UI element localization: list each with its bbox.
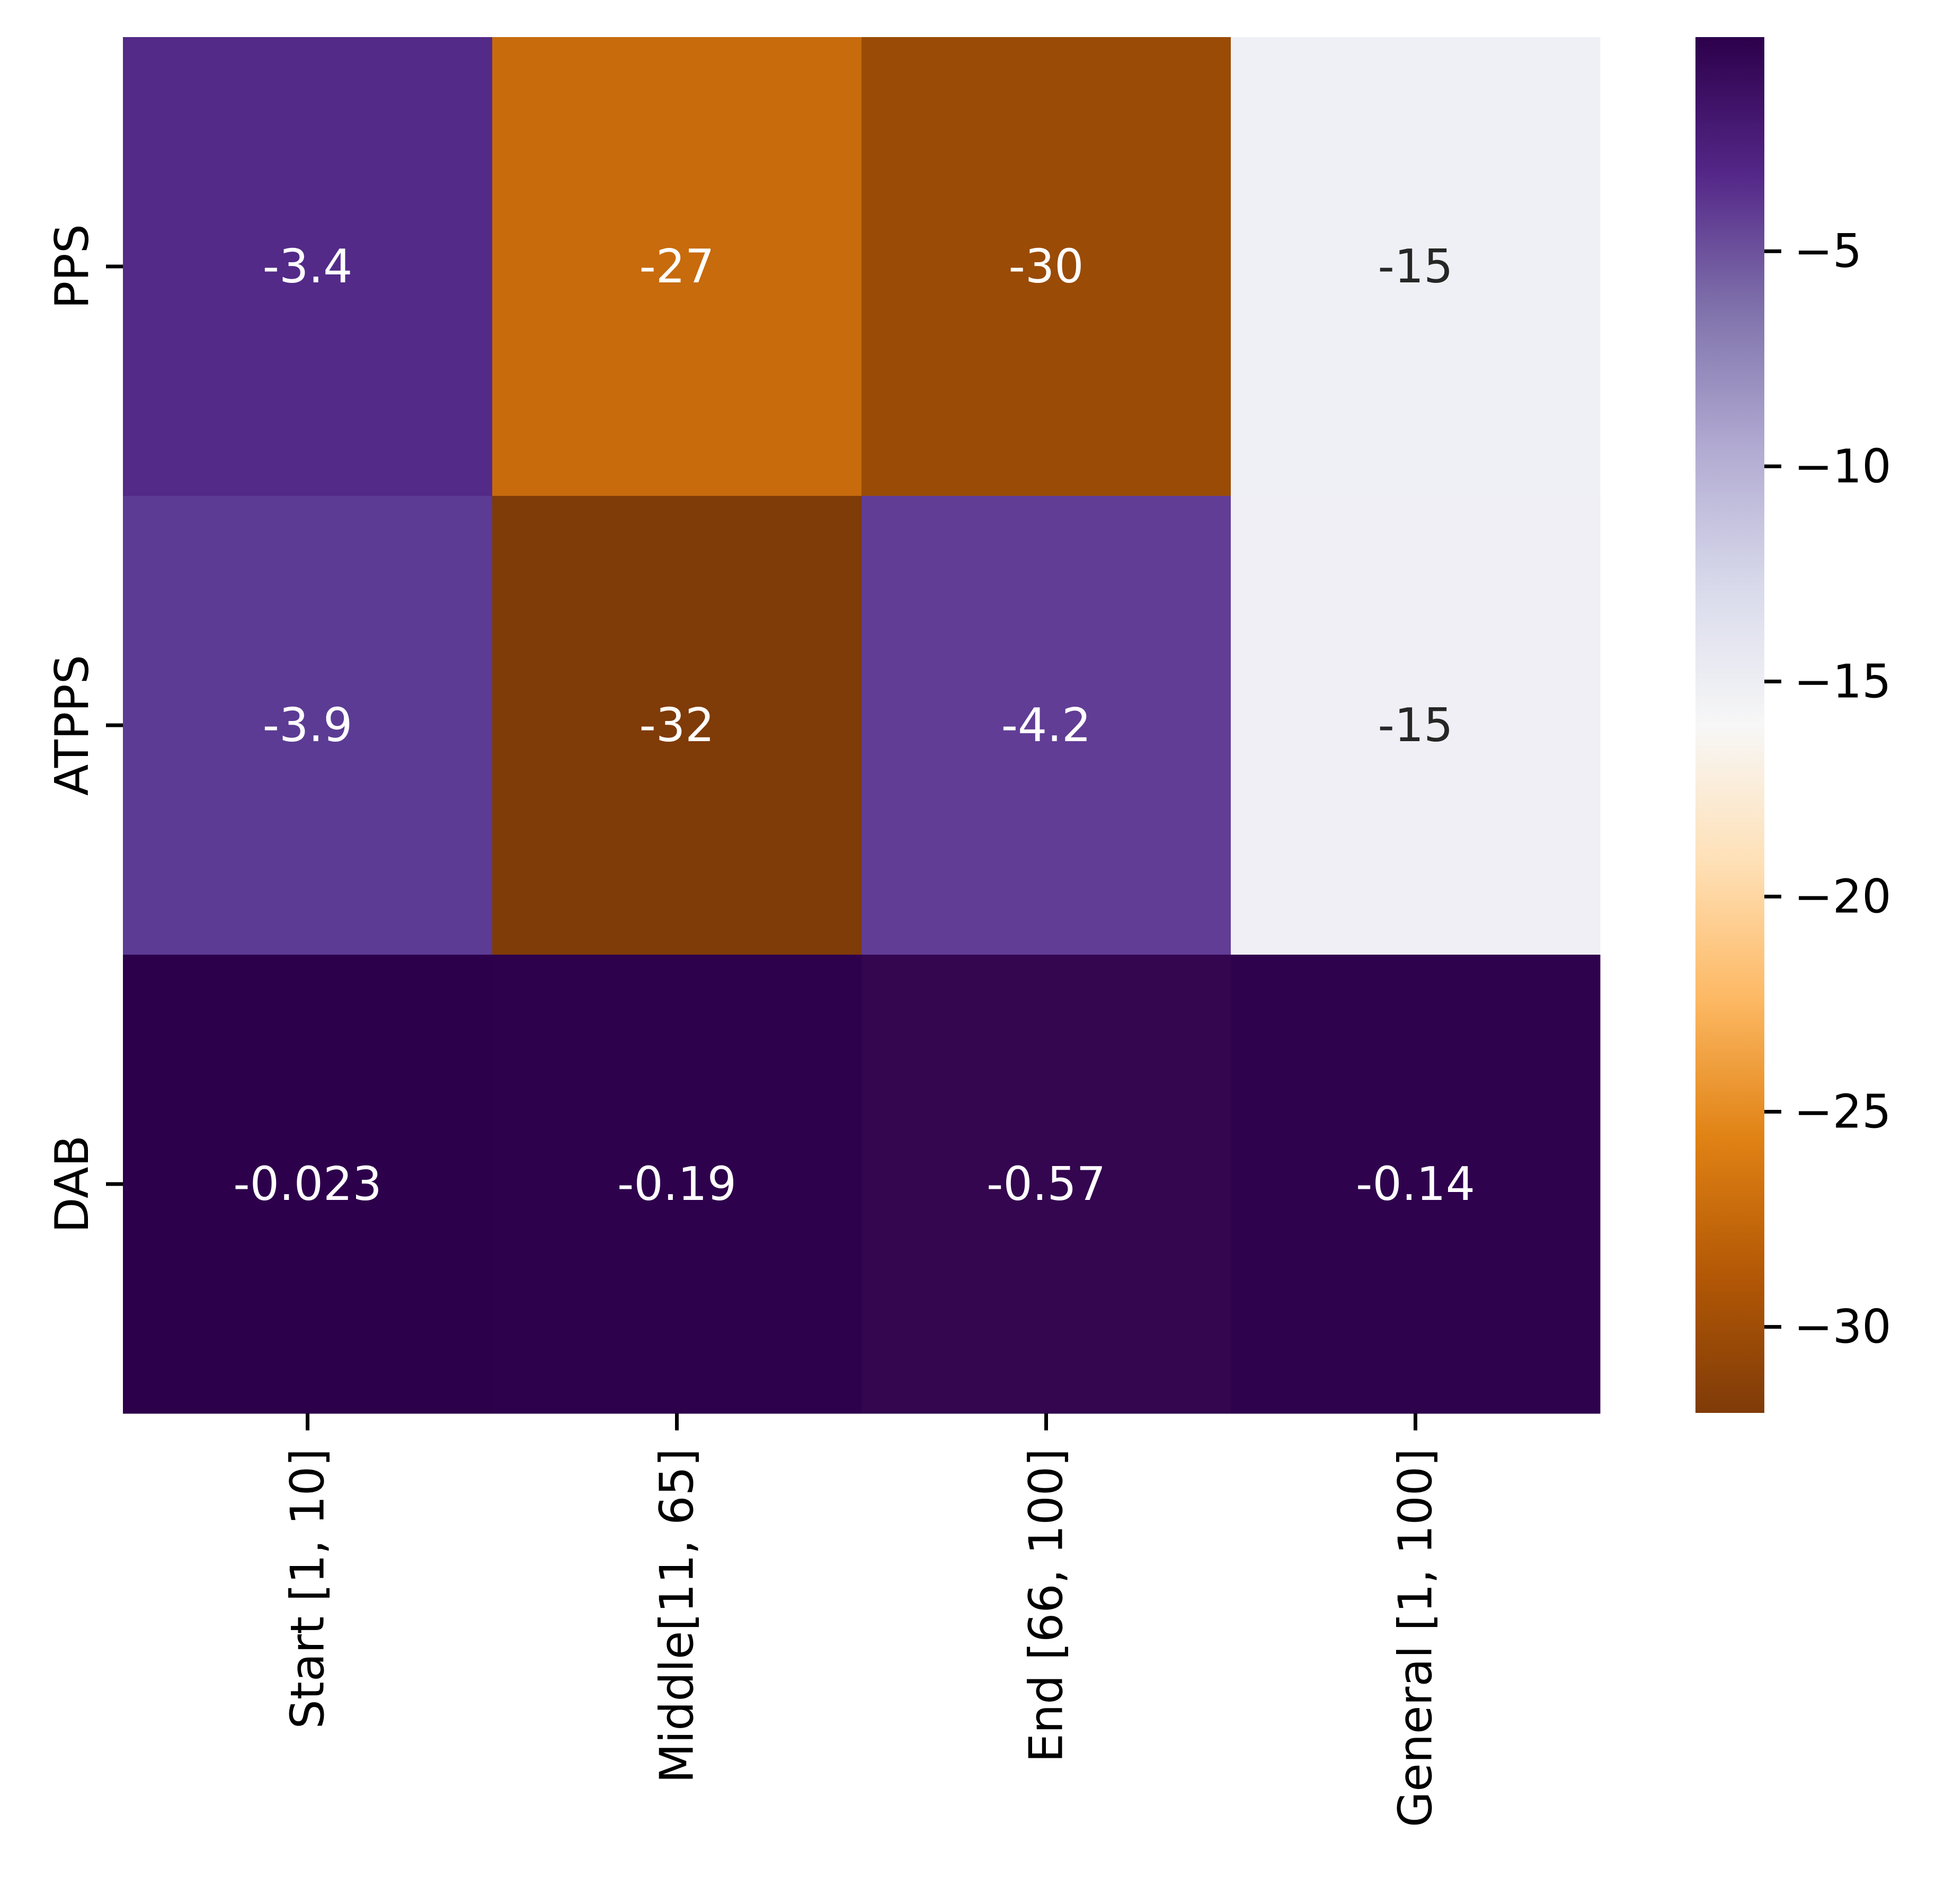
cell-value-label: -15 — [1378, 239, 1453, 293]
colorbar-tick-label: −10 — [1794, 439, 1891, 493]
heatmap-cell-pps-2 — [492, 37, 862, 496]
colorbar: −5 −10 −15 −20 −25 −30 — [1695, 37, 1891, 1413]
heatmap-cell-dab-1 — [123, 955, 493, 1414]
heatmap-cell-atpps-2 — [492, 496, 862, 955]
cell-value-label: -30 — [1008, 239, 1084, 293]
colorbar-tick-label: −20 — [1794, 869, 1891, 923]
colorbar-tick-label: −25 — [1794, 1084, 1891, 1138]
x-tick-label-2: Middle[11, 65] — [650, 1448, 704, 1783]
x-tick-label-1: Start [1, 10] — [281, 1448, 335, 1729]
x-tick-label-4: General [1, 100] — [1389, 1448, 1443, 1827]
y-tick-label-atpps: ATPPS — [45, 655, 99, 796]
colorbar-tick-label: −15 — [1794, 654, 1891, 708]
cell-value-label: -0.023 — [233, 1157, 381, 1211]
heatmap-cell-atpps-3 — [862, 496, 1231, 955]
y-axis: PPS ATPPS DAB — [45, 224, 123, 1233]
y-tick-label-pps: PPS — [45, 224, 99, 309]
heatmap-cell-dab-3 — [862, 955, 1231, 1414]
colorbar-tick-label: −5 — [1794, 224, 1862, 278]
heatmap-cell-dab-2 — [492, 955, 862, 1414]
heatmap-cell-labels: -3.4 -27 -30 -15 -3.9 -32 -4.2 -15 -0.023 -0.19 -0… — [233, 239, 1475, 1211]
heatmap-cell-atpps-4 — [1231, 496, 1601, 955]
cell-value-label: -3.4 — [263, 239, 353, 293]
heatmap-cell-pps-3 — [862, 37, 1231, 496]
y-tick-label-dab: DAB — [45, 1135, 99, 1233]
x-tick-label-3: End [66, 100] — [1019, 1448, 1073, 1763]
cell-value-label: -0.19 — [617, 1157, 736, 1211]
cell-value-label: -32 — [639, 698, 714, 752]
cell-value-label: -27 — [639, 239, 714, 293]
cell-value-label: -4.2 — [1001, 698, 1091, 752]
cell-value-label: -0.57 — [987, 1157, 1106, 1211]
colorbar-tick-label: −30 — [1794, 1300, 1891, 1354]
heatmap-cell-atpps-1 — [123, 496, 493, 955]
heatmap-cell-pps-1 — [123, 37, 493, 496]
heatmap-cells — [123, 37, 1601, 1414]
heatmap-cell-pps-4 — [1231, 37, 1601, 496]
x-axis: Start [1, 10] Middle[11, 65] End [66, 100]… — [281, 1413, 1443, 1827]
cell-value-label: -0.14 — [1356, 1157, 1475, 1211]
colorbar-gradient — [1695, 37, 1764, 1413]
cell-value-label: -15 — [1378, 698, 1453, 752]
heatmap-cell-dab-4 — [1231, 955, 1601, 1414]
cell-value-label: -3.9 — [263, 698, 353, 752]
